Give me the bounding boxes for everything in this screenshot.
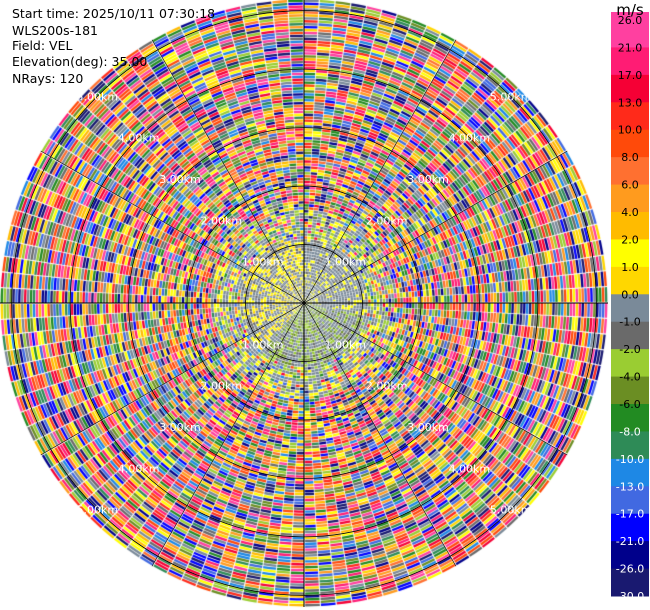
- colorbar-swatch-1: [611, 47, 649, 76]
- ring-label-3-se: 3.00km: [407, 421, 449, 434]
- colorbar-tick-1: 21.0: [618, 41, 643, 54]
- colorbar-swatch-12: [611, 349, 649, 378]
- colorbar-tick-9: 1.0: [621, 261, 639, 274]
- colorbar-tick-17: -13.0: [616, 480, 644, 493]
- colorbar-tick-4: 10.0: [618, 124, 643, 137]
- ring-label-5-nw: 5.00km: [77, 90, 119, 103]
- ring-label-1-se: 1.00km: [325, 338, 367, 351]
- colorbar-swatch-10: [611, 294, 649, 323]
- colorbar-swatch-14: [611, 404, 649, 432]
- colorbar-tick-7: 4.0: [621, 206, 639, 219]
- ring-label-1-nw: 1.00km: [242, 256, 284, 269]
- colorbar-unit-label: m/s: [616, 1, 644, 19]
- ring-label-4-se: 4.00km: [449, 462, 491, 475]
- colorbar-swatch-16: [611, 458, 649, 487]
- colorbar-tick-12: -2.0: [619, 343, 640, 356]
- ring-label-5-se: 5.00km: [490, 504, 532, 517]
- ring-label-4-ne: 4.00km: [449, 132, 491, 145]
- colorbar-tick-11: -1.0: [619, 316, 640, 329]
- colorbar-swatch-19: [611, 541, 649, 570]
- colorbar-swatch-3: [611, 102, 649, 131]
- colorbar-tick-14: -6.0: [619, 398, 640, 411]
- ring-label-2-se: 2.00km: [366, 380, 408, 393]
- ring-label-5-sw: 5.00km: [77, 504, 119, 517]
- elevation-label: Elevation(deg): 35.00: [12, 54, 148, 69]
- colorbar-tick-20: -26.0: [616, 563, 644, 576]
- colorbar-swatch-6: [611, 184, 649, 213]
- ring-label-5-ne: 5.00km: [490, 90, 532, 103]
- colorbar-tick-21: -30.0: [616, 590, 644, 603]
- colorbar-tick-5: 8.0: [621, 151, 639, 164]
- ring-label-4-sw: 4.00km: [118, 462, 160, 475]
- colorbar-swatch-9: [611, 266, 649, 295]
- colorbar-swatch-20: [611, 568, 649, 597]
- colorbar-swatch-13: [611, 376, 649, 405]
- azimuth-spoke-240: [40, 302, 305, 456]
- azimuth-spoke-300: [40, 150, 305, 304]
- azimuth-spoke-60: [303, 150, 568, 304]
- colorbar-tick-18: -17.0: [616, 508, 644, 521]
- azimuth-spoke-150: [303, 302, 457, 567]
- colorbar-swatch-0: [611, 20, 649, 48]
- colorbar-swatch-8: [611, 239, 649, 268]
- colorbar-tick-6: 6.0: [621, 179, 639, 192]
- colorbar-swatch-18: [611, 513, 649, 542]
- azimuth-spoke-210: [151, 302, 305, 567]
- colorbar-swatch-17: [611, 486, 649, 515]
- ring-label-3-sw: 3.00km: [159, 421, 201, 434]
- colorbar-tick-3: 13.0: [618, 96, 643, 109]
- colorbar-tick-10: 0.0: [621, 288, 639, 301]
- colorbar-tick-2: 17.0: [618, 69, 643, 82]
- ring-label-1-ne: 1.00km: [325, 256, 367, 269]
- instrument-label: WLS200s-181: [12, 23, 98, 38]
- colorbar-tick-13: -4.0: [619, 371, 640, 384]
- colorbar-swatch-5: [611, 157, 649, 186]
- colorbar-tick-8: 2.0: [621, 233, 639, 246]
- ring-label-2-sw: 2.00km: [201, 380, 243, 393]
- ring-label-3-nw: 3.00km: [159, 173, 201, 186]
- field-label: Field: VEL: [12, 38, 73, 53]
- start-time-label: Start time: 2025/10/11 07:30:18: [12, 6, 216, 21]
- ring-label-2-ne: 2.00km: [366, 214, 408, 227]
- ring-label-2-nw: 2.00km: [201, 214, 243, 227]
- nrays-label: NRays: 120: [12, 71, 84, 86]
- ring-label-4-nw: 4.00km: [118, 132, 160, 145]
- colorbar-tick-16: -10.0: [616, 453, 644, 466]
- colorbar-swatch-7: [611, 212, 649, 240]
- ring-label-1-sw: 1.00km: [242, 338, 284, 351]
- colorbar-swatch-2: [611, 74, 649, 103]
- azimuth-spoke-120: [303, 302, 568, 456]
- ppi-overlay: 1.00km 1.00km 1.00km 1.00km 2.00km 2.00km 2.00…: [0, 0, 608, 607]
- colorbar-swatch-15: [611, 431, 649, 460]
- colorbar-tick-0: 26.0: [618, 14, 643, 27]
- azimuth-spoke-330: [151, 39, 305, 304]
- colorbar-top-cap: [611, 12, 649, 20]
- colorbar-tick-19: -21.0: [616, 535, 644, 548]
- colorbar-swatch-11: [611, 321, 649, 350]
- colorbar-swatch-4: [611, 129, 649, 158]
- azimuth-spoke-30: [303, 39, 457, 304]
- colorbar-tick-15: -8.0: [619, 425, 640, 438]
- ring-label-3-ne: 3.00km: [407, 173, 449, 186]
